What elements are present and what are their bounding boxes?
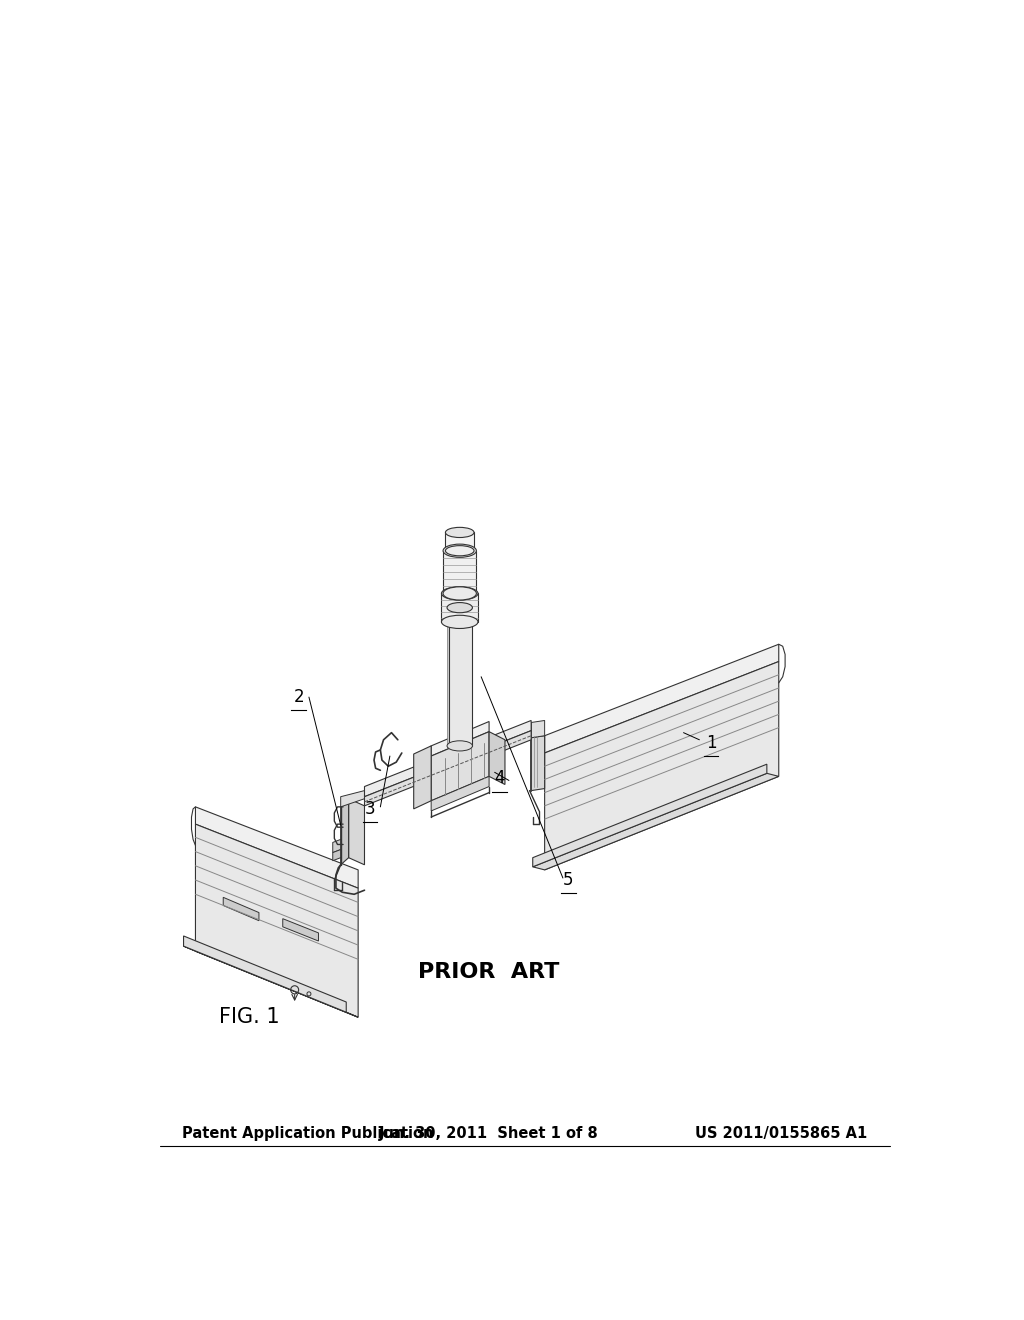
Polygon shape bbox=[341, 791, 365, 807]
Text: US 2011/0155865 A1: US 2011/0155865 A1 bbox=[695, 1126, 867, 1140]
Polygon shape bbox=[183, 936, 346, 1012]
Ellipse shape bbox=[443, 587, 476, 601]
Ellipse shape bbox=[443, 544, 476, 557]
Text: PRIOR  ART: PRIOR ART bbox=[419, 961, 560, 982]
Polygon shape bbox=[283, 919, 318, 941]
Polygon shape bbox=[414, 746, 431, 809]
Text: FIG. 1: FIG. 1 bbox=[219, 1007, 280, 1027]
Polygon shape bbox=[431, 722, 489, 756]
Polygon shape bbox=[531, 721, 545, 738]
Text: Patent Application Publication: Patent Application Publication bbox=[182, 1126, 433, 1140]
Polygon shape bbox=[532, 764, 767, 867]
Ellipse shape bbox=[441, 615, 478, 628]
Ellipse shape bbox=[441, 587, 478, 601]
Polygon shape bbox=[196, 807, 358, 888]
Polygon shape bbox=[365, 731, 531, 805]
Ellipse shape bbox=[447, 602, 472, 612]
Text: 1: 1 bbox=[706, 734, 717, 752]
Polygon shape bbox=[183, 946, 358, 1018]
Polygon shape bbox=[431, 731, 489, 801]
Polygon shape bbox=[348, 799, 365, 865]
Ellipse shape bbox=[445, 528, 474, 537]
Ellipse shape bbox=[445, 545, 474, 556]
Text: 4: 4 bbox=[495, 770, 505, 788]
Polygon shape bbox=[445, 532, 474, 550]
Polygon shape bbox=[545, 661, 778, 870]
Polygon shape bbox=[450, 607, 472, 746]
Polygon shape bbox=[333, 850, 341, 861]
Polygon shape bbox=[489, 731, 505, 784]
Polygon shape bbox=[529, 722, 531, 791]
Polygon shape bbox=[365, 721, 531, 797]
Text: 3: 3 bbox=[365, 800, 376, 818]
Ellipse shape bbox=[447, 741, 472, 751]
Polygon shape bbox=[545, 644, 778, 752]
Polygon shape bbox=[333, 840, 341, 853]
Polygon shape bbox=[431, 776, 489, 810]
Polygon shape bbox=[441, 594, 478, 622]
Polygon shape bbox=[532, 774, 778, 870]
Polygon shape bbox=[443, 550, 476, 594]
Text: 5: 5 bbox=[563, 871, 573, 890]
Polygon shape bbox=[531, 735, 545, 791]
Polygon shape bbox=[223, 898, 259, 921]
Polygon shape bbox=[196, 824, 358, 1018]
Polygon shape bbox=[341, 799, 348, 865]
Polygon shape bbox=[447, 607, 450, 746]
Text: 2: 2 bbox=[293, 688, 304, 706]
Text: Jun. 30, 2011  Sheet 1 of 8: Jun. 30, 2011 Sheet 1 of 8 bbox=[379, 1126, 599, 1140]
